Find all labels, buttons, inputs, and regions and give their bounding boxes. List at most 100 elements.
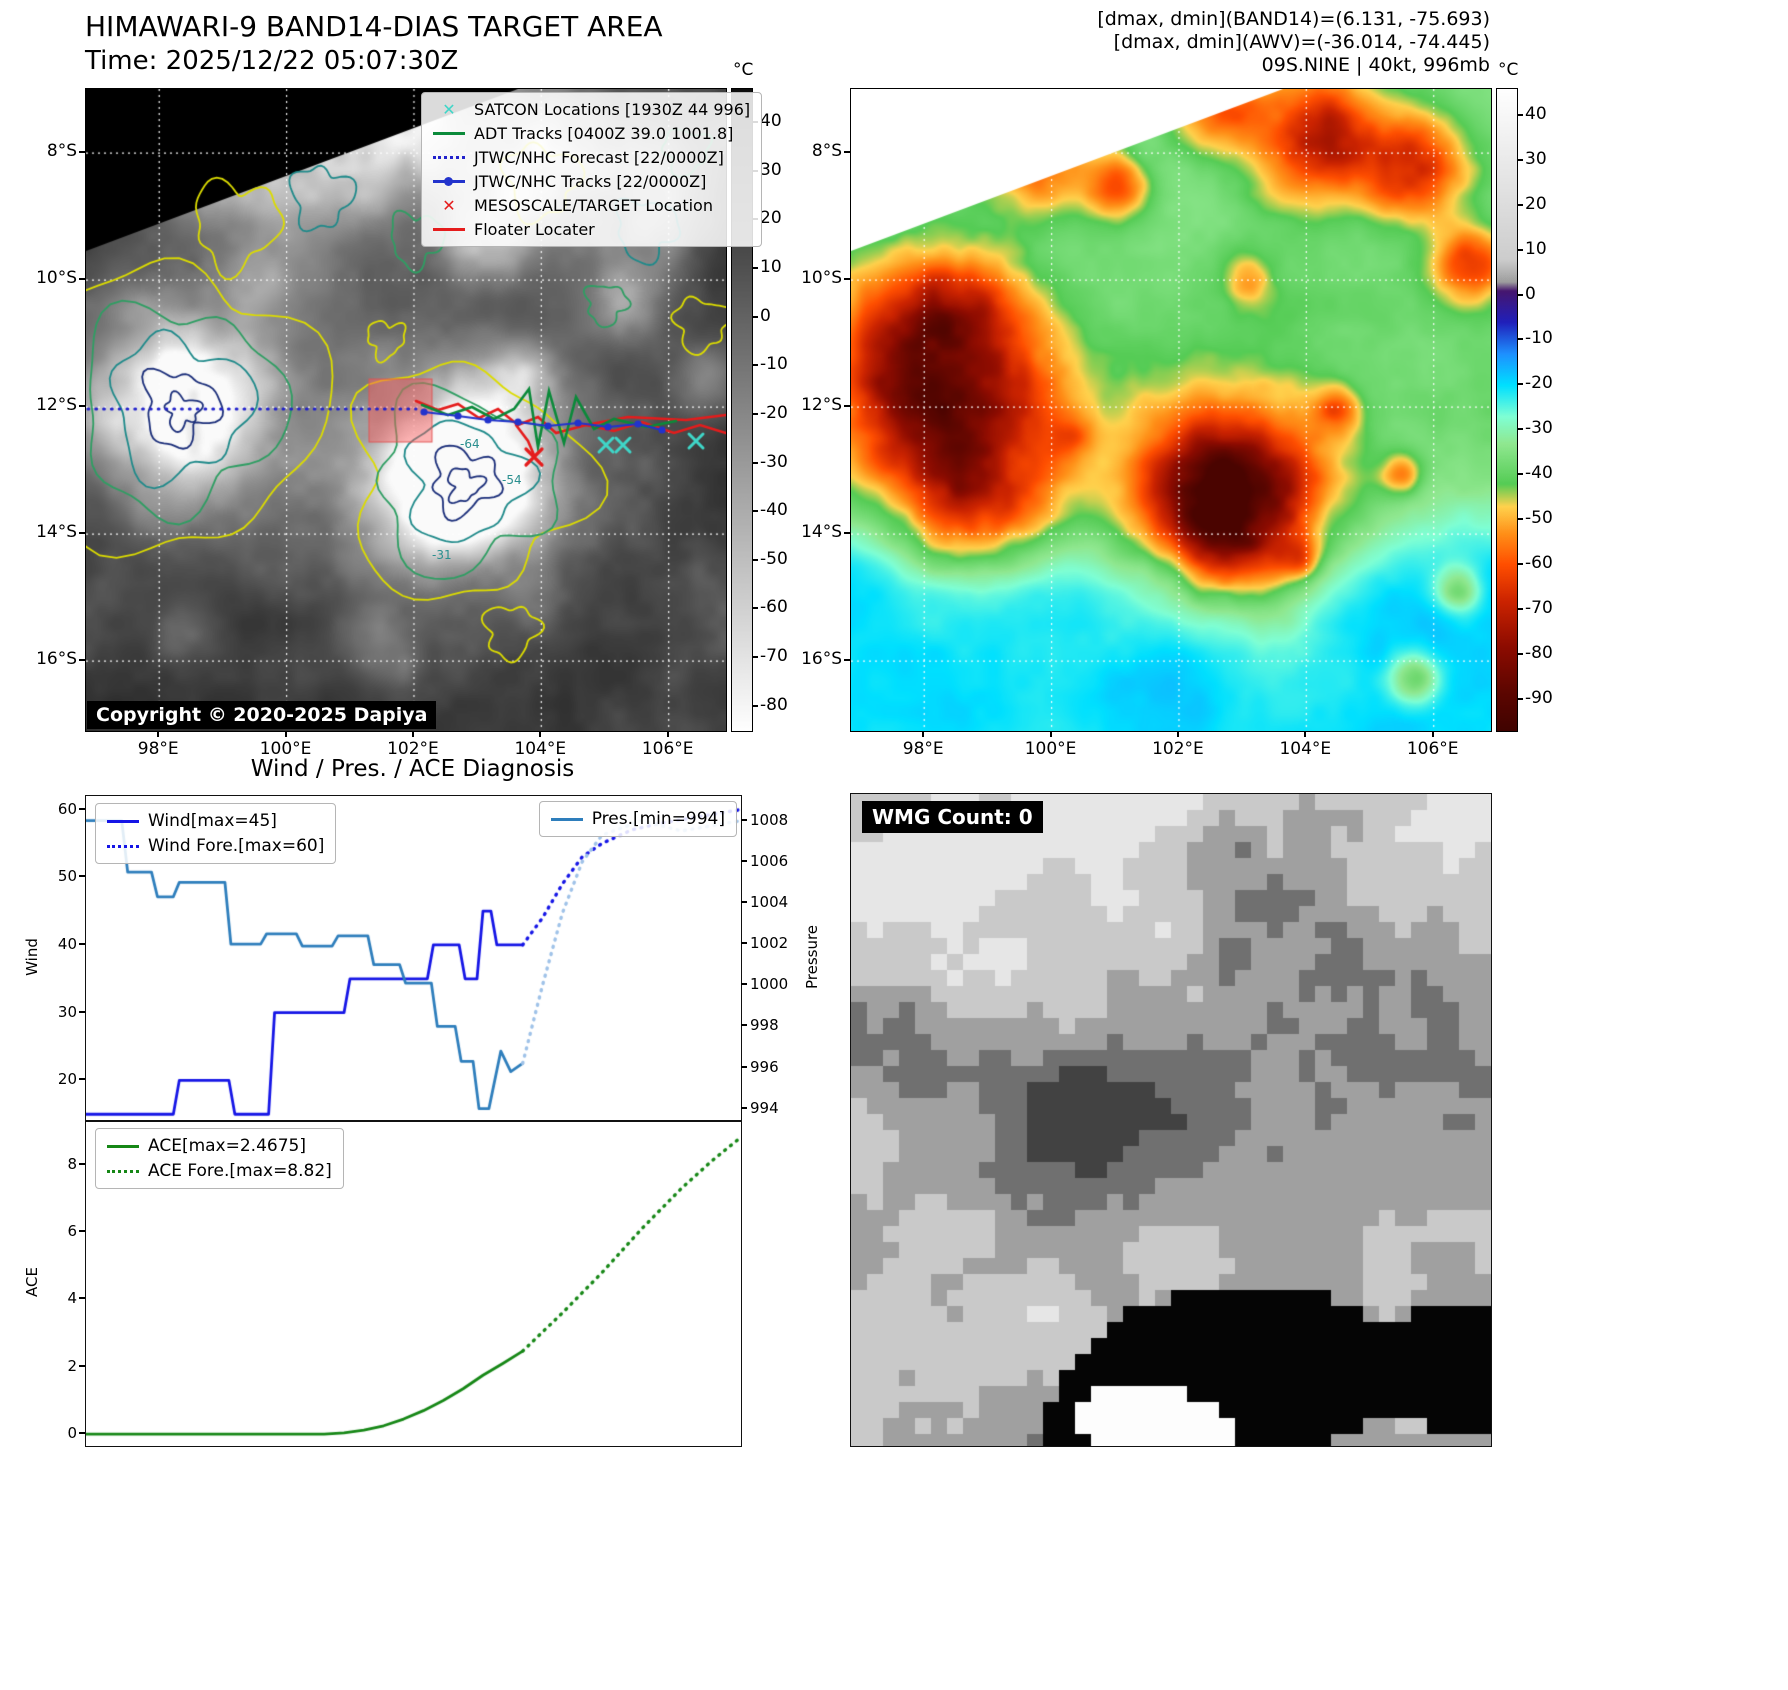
tick-label: 0 (67, 1424, 77, 1443)
tick-mark (752, 461, 758, 464)
tick-label: -40 (760, 500, 788, 521)
pressure-axis-label: Pressure (803, 924, 821, 990)
tick-mark (1517, 562, 1523, 565)
tick-mark (844, 278, 850, 281)
legend-item: ACE Fore.[max=8.82] (107, 1161, 332, 1181)
tick-label: 20 (760, 208, 782, 229)
tick-mark (79, 659, 85, 662)
legend-label: MESOSCALE/TARGET Location (474, 196, 713, 215)
tick-mark (1517, 203, 1523, 206)
tick-mark (1517, 473, 1523, 476)
tick-mark (79, 1078, 85, 1081)
tick-mark (1517, 428, 1523, 431)
tick-mark (741, 1106, 747, 1109)
tick-mark (79, 151, 85, 154)
tick-label: 1006 (750, 851, 789, 870)
legend-marker-line-dot (433, 176, 465, 188)
tick-label: 8°S (46, 141, 77, 162)
tick-label: 1004 (750, 892, 789, 911)
tick-label: 1002 (750, 934, 789, 953)
legend-label: Wind[max=45] (148, 811, 277, 831)
tick-label: -60 (760, 597, 788, 618)
tick-mark (1304, 731, 1307, 737)
legend-marker-x: ✕ (442, 195, 456, 215)
tick-mark (741, 1065, 747, 1068)
tick-label: 8 (67, 1154, 77, 1173)
tick-mark (157, 731, 160, 737)
awv-colorbar (1496, 88, 1518, 732)
legend-item: ✕ MESOSCALE/TARGET Location (433, 196, 750, 215)
contour-label: -31 (432, 548, 452, 562)
tick-mark (666, 731, 669, 737)
tick-label: 102°E (1152, 739, 1204, 759)
tick-mark (741, 818, 747, 821)
tick-label: 16°S (801, 649, 842, 670)
tick-label: 10 (760, 256, 782, 277)
tick-mark (752, 266, 758, 269)
tick-mark (922, 731, 925, 737)
tick-label: -40 (1525, 463, 1553, 484)
tick-mark (752, 510, 758, 513)
tick-label: -30 (760, 451, 788, 472)
legend-item: JTWC/NHC Forecast [22/0000Z] (433, 148, 750, 167)
tick-mark (1517, 113, 1523, 116)
band14-panel-title: HIMAWARI-9 BAND14-DIAS TARGET AREA (85, 10, 663, 43)
tick-mark (844, 532, 850, 535)
tick-label: 12°S (36, 395, 77, 416)
tick-label: 20 (57, 1070, 77, 1089)
tick-mark (752, 412, 758, 415)
tick-label: -80 (760, 694, 788, 715)
legend-label: JTWC/NHC Tracks [22/0000Z] (474, 172, 707, 191)
tick-label: -10 (1525, 328, 1553, 349)
tick-label: 98°E (137, 739, 179, 759)
copyright-label: Copyright © 2020-2025 Dapiya (87, 701, 437, 729)
legend-item: ✕ SATCON Locations [1930Z 44 996] (433, 100, 750, 119)
contour-label: -54 (502, 473, 522, 487)
tick-label: -80 (1525, 642, 1553, 663)
tick-label: 6 (67, 1222, 77, 1241)
tick-label: 996 (750, 1057, 779, 1076)
tick-label: 16°S (36, 649, 77, 670)
tick-label: 102°E (387, 739, 439, 759)
legend-label: Floater Locater (474, 220, 595, 239)
tick-label: 30 (760, 159, 782, 180)
tick-mark (844, 405, 850, 408)
tick-mark (752, 656, 758, 659)
legend-label: Wind Fore.[max=60] (148, 836, 325, 856)
tick-label: 106°E (641, 739, 694, 759)
tick-mark (79, 1162, 85, 1165)
tick-label: 106°E (1406, 739, 1459, 759)
tick-mark (844, 659, 850, 662)
tick-mark (1517, 652, 1523, 655)
tick-label: 994 (750, 1098, 779, 1117)
tick-label: 30 (57, 1002, 77, 1021)
tick-label: 4 (67, 1289, 77, 1308)
legend-marker-x: ✕ (442, 99, 456, 119)
tick-label: 2 (67, 1356, 77, 1375)
tick-mark (844, 151, 850, 154)
wmg-count-label: WMG Count: 0 (862, 801, 1043, 833)
tick-label: 40 (1525, 103, 1547, 124)
tick-mark (1049, 731, 1052, 737)
legend-label: ACE[max=2.4675] (148, 1136, 306, 1156)
legend-label: ADT Tracks [0400Z 39.0 1001.8] (474, 124, 734, 143)
tick-mark (1517, 158, 1523, 161)
awv-header-block: [dmax, dmin](BAND14)=(6.131, -75.693) [d… (1097, 8, 1490, 77)
tick-mark (539, 731, 542, 737)
tick-label: 14°S (36, 522, 77, 543)
tick-mark (752, 315, 758, 318)
tick-mark (752, 558, 758, 561)
legend-marker-line (550, 817, 583, 821)
legend-label: SATCON Locations [1930Z 44 996] (474, 100, 751, 119)
tick-label: -30 (1525, 418, 1553, 439)
tick-mark (741, 859, 747, 862)
tick-label: -10 (760, 354, 788, 375)
tick-label: 10°S (36, 268, 77, 289)
tick-mark (79, 1432, 85, 1435)
tick-label: 1008 (750, 810, 789, 829)
tick-mark (79, 942, 85, 945)
tick-mark (79, 1010, 85, 1013)
tick-label: 1000 (750, 975, 789, 994)
band14-colorbar (731, 88, 753, 732)
tick-label: -60 (1525, 552, 1553, 573)
